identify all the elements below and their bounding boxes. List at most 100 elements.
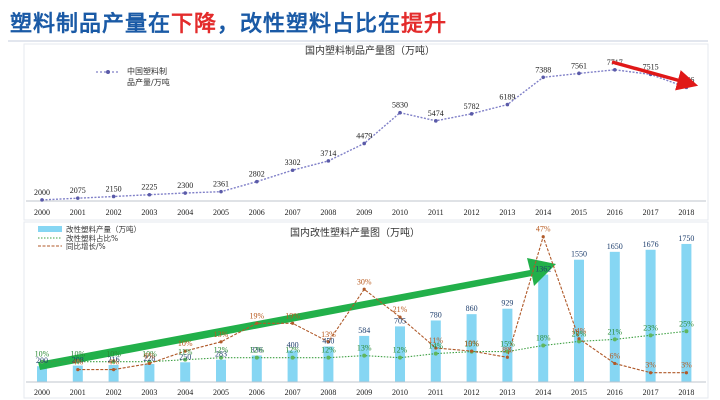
- growth-data-label: 47%: [536, 225, 551, 234]
- production-data-label: 2000: [34, 188, 50, 197]
- bottom-x-tick-label: 2017: [643, 388, 659, 397]
- growth-data-label: 14%: [572, 327, 587, 336]
- bar-data-label: 200: [36, 356, 48, 365]
- share-point: [290, 355, 295, 360]
- share-data-label: 11%: [178, 348, 193, 357]
- rising-trend-arrow: [38, 258, 556, 370]
- top-x-tick-label: 2018: [678, 208, 694, 217]
- production-data-label: 7561: [571, 61, 587, 70]
- page-title: 塑料制品产量在下降，改性塑料占比在提升: [10, 6, 447, 38]
- production-data-label: 5830: [392, 101, 408, 110]
- production-point: [76, 196, 80, 200]
- bottom-x-tick-label: 2002: [106, 388, 122, 397]
- title-divider: [8, 40, 708, 42]
- production-point: [40, 198, 44, 202]
- share-data-label: 12%: [214, 346, 229, 355]
- bottom-x-tick-label: 2009: [356, 388, 372, 397]
- modified-plastics-chart: 国内改性塑料产量图（万吨） 改性塑料产量（万吨）改性塑料占比%同比增长/% 2000…: [23, 221, 709, 399]
- production-data-label: 2361: [213, 180, 229, 189]
- share-data-label: 18%: [536, 333, 551, 342]
- share-point: [398, 355, 402, 360]
- production-point: [147, 192, 152, 197]
- growth-legend-label: 同比增长/%: [66, 241, 106, 251]
- share-point: [612, 337, 617, 342]
- bottom-x-tick-label: 2000: [34, 388, 50, 397]
- growth-data-label: 19%: [285, 311, 300, 320]
- top-x-tick-label: 2015: [571, 208, 587, 217]
- top-x-tick-label: 2014: [535, 208, 551, 217]
- title-highlight-decline: 下降: [171, 12, 218, 37]
- growth-point: [613, 361, 617, 366]
- production-data-label: 7388: [535, 65, 551, 74]
- growth-data-label: 11%: [429, 336, 444, 345]
- production-point: [362, 141, 367, 146]
- growth-data-label: 6%: [609, 351, 620, 360]
- bottom-x-tick-label: 2012: [464, 388, 480, 397]
- production-data-label: 6189: [499, 93, 515, 102]
- growth-data-label: 13%: [321, 330, 336, 339]
- production-data-label: 3714: [320, 149, 336, 158]
- growth-point: [649, 371, 653, 375]
- modified-plastics-bar: [72, 365, 83, 382]
- modified-plastics-bar: [681, 243, 692, 382]
- production-data-label: 2300: [177, 181, 193, 190]
- share-point: [362, 353, 367, 358]
- modified-plastics-bar: [180, 362, 191, 382]
- share-data-label: 20%: [572, 329, 587, 338]
- bar-data-label: 1650: [607, 242, 623, 251]
- share-data-label: 12%: [249, 346, 264, 355]
- top-legend-label-line2: 品产量/万吨: [127, 77, 170, 87]
- top-x-tick-label: 2007: [285, 208, 301, 217]
- production-point: [613, 68, 617, 72]
- top-x-tick-label: 2017: [643, 208, 659, 217]
- top-x-tick-label: 2001: [70, 208, 86, 217]
- growth-point: [291, 321, 295, 325]
- share-point: [75, 359, 80, 364]
- top-legend-label-line1: 中国塑料制: [127, 66, 167, 76]
- share-point: [183, 357, 188, 362]
- growth-data-label: 4%: [72, 358, 83, 367]
- growth-data-label: 30%: [357, 277, 372, 286]
- share-point: [40, 359, 44, 364]
- top-x-tick-label: 2005: [213, 208, 229, 217]
- top-x-tick-label: 2016: [607, 208, 623, 217]
- production-data-label: 7515: [643, 62, 659, 71]
- modified-plastics-bar: [144, 364, 155, 382]
- top-x-tick-label: 2012: [464, 208, 480, 217]
- production-data-label: 5782: [464, 102, 480, 111]
- share-legend-label: 改性塑料占比%: [66, 233, 118, 243]
- production-data-label: 4479: [356, 131, 372, 140]
- title-part-3: ，改性塑料占比在: [217, 12, 402, 37]
- growth-point: [541, 235, 545, 239]
- top-x-tick-label: 2006: [249, 208, 265, 217]
- production-data-label: 2802: [249, 170, 265, 179]
- bar-data-label: 216: [108, 355, 120, 364]
- top-x-tick-label: 2013: [499, 208, 515, 217]
- bottom-x-tick-label: 2018: [678, 388, 694, 397]
- bar-data-label: 584: [358, 326, 370, 335]
- title-highlight-rise: 提升: [401, 12, 448, 37]
- share-data-label: 13%: [357, 344, 372, 353]
- top-x-tick-label: 2011: [428, 208, 444, 217]
- production-data-label: 2150: [106, 184, 122, 193]
- bottom-x-tick-label: 2001: [70, 388, 86, 397]
- growth-point: [434, 346, 438, 350]
- modified-plastics-bar: [287, 350, 298, 382]
- top-x-tick-label: 2000: [34, 208, 50, 217]
- top-legend-marker: [106, 70, 110, 74]
- bar-data-label: 929: [501, 299, 513, 308]
- bottom-x-tick-label: 2015: [571, 388, 587, 397]
- bar-data-label: 1362: [535, 265, 551, 274]
- growth-data-label: 10%: [178, 339, 193, 348]
- top-x-tick-label: 2002: [106, 208, 122, 217]
- growth-point: [684, 371, 689, 375]
- share-data-label: 25%: [679, 319, 694, 328]
- bottom-x-tick-label: 2013: [499, 388, 515, 397]
- top-chart-frame: [23, 43, 709, 221]
- production-point: [577, 71, 581, 76]
- production-point: [326, 159, 331, 163]
- bottom-x-tick-label: 2010: [392, 388, 408, 397]
- title-part-1: 塑料制品产量在: [10, 12, 172, 37]
